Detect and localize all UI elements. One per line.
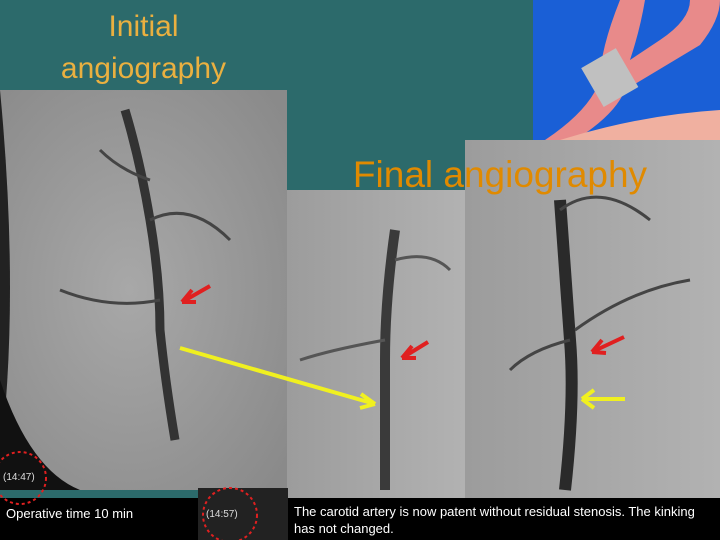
title-final: Final angiography xyxy=(352,154,648,195)
title-initial: Initial angiography xyxy=(0,6,287,90)
operative-time: Operative time 10 min xyxy=(6,506,134,521)
timestamp-circle xyxy=(202,487,258,540)
arrows xyxy=(179,284,625,410)
footer-strip xyxy=(198,488,288,540)
stent-illustration xyxy=(533,0,720,140)
caption: The carotid artery is now patent without… xyxy=(294,504,695,536)
title-line: angiography xyxy=(60,52,227,85)
timestamp-circle xyxy=(0,451,47,505)
footer-strip xyxy=(0,498,198,540)
timestamp: (14:47) xyxy=(3,472,35,483)
timestamp: (14:57) xyxy=(206,509,238,520)
initial-angiogram xyxy=(0,90,287,490)
footer-strip xyxy=(288,498,720,540)
final-angiogram-lat xyxy=(465,140,720,500)
final-angiogram-ap xyxy=(287,190,465,500)
title-line: Initial xyxy=(108,10,179,43)
